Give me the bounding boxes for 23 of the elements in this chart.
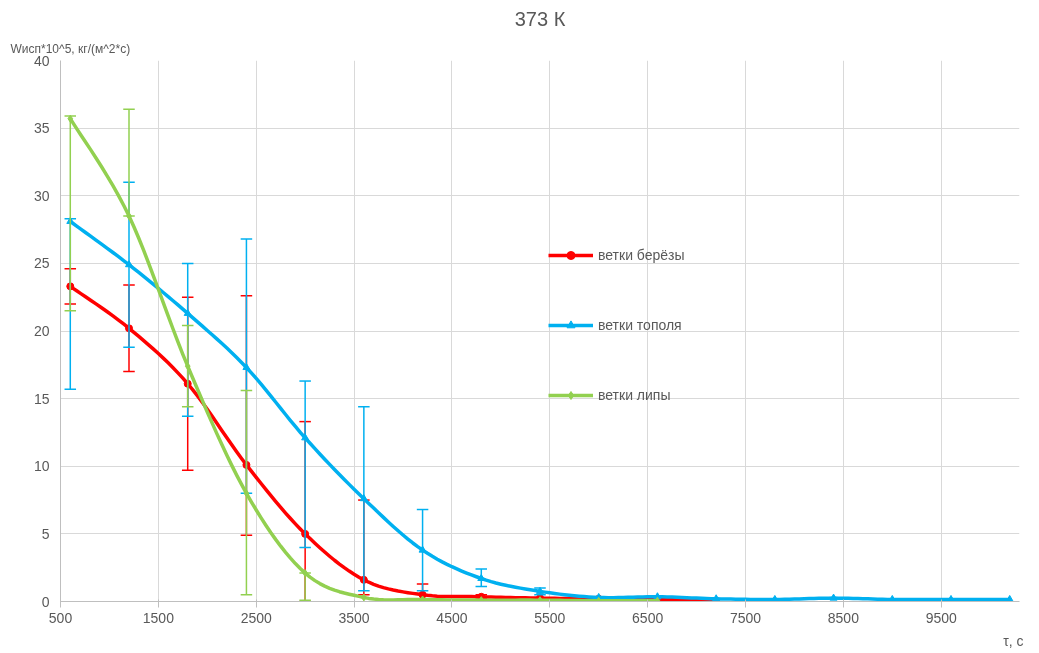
legend-label: ветки тополя bbox=[598, 317, 682, 333]
x-tick-label: 4500 bbox=[436, 609, 468, 626]
x-tick-label: 500 bbox=[48, 609, 73, 626]
x-tick-label: 2500 bbox=[240, 609, 272, 626]
y-tick-label: 0 bbox=[41, 593, 50, 610]
y-tick-label: 5 bbox=[41, 525, 50, 542]
x-tick-label: 9500 bbox=[925, 609, 957, 626]
y-tick-label: 10 bbox=[33, 458, 50, 475]
y-tick-label: 30 bbox=[33, 187, 50, 204]
x-axis-title: τ, с bbox=[1003, 632, 1024, 649]
y-tick-label: 25 bbox=[33, 255, 50, 272]
y-tick-label: 35 bbox=[33, 120, 50, 137]
x-tick-label: 7500 bbox=[729, 609, 762, 626]
chart-title: 373 К bbox=[514, 7, 566, 30]
y-tick-label: 15 bbox=[33, 390, 50, 407]
legend-label: ветки берёзы bbox=[598, 247, 685, 263]
x-tick-label: 3500 bbox=[338, 609, 370, 626]
x-tick-label: 5500 bbox=[534, 609, 566, 626]
x-tick-label: 6500 bbox=[632, 609, 664, 626]
x-tick-label: 8500 bbox=[827, 609, 860, 626]
y-tick-label: 20 bbox=[33, 323, 50, 339]
legend-label: ветки липы bbox=[598, 387, 671, 403]
x-tick-label: 1500 bbox=[142, 609, 175, 626]
